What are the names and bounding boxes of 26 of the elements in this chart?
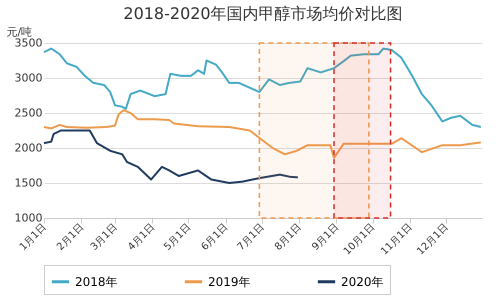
x-tick-label: 10月1日 [342,222,378,258]
x-tick-label: 6月1日 [200,222,230,253]
line-series [43,48,482,128]
x-tick-label: 12月1日 [415,222,451,258]
x-tick-label: 3月1日 [88,222,120,253]
x-tick-label: 7月1日 [236,222,267,253]
x-tick-label: 4月1日 [126,222,158,253]
y-tick-label: 3500 [14,36,42,50]
x-tick-label: 2月1日 [55,222,86,253]
y-tick-label: 3000 [14,72,42,84]
legend-label: 2018年 [75,274,118,289]
x-tick-label: 8月1日 [272,222,304,253]
legend-label: 2020年 [341,274,384,289]
x-tick-label: 1月1日 [18,222,49,253]
chart-title: 2018-2020年国内甲醇市场均价对比图 [123,4,403,23]
line-series [43,109,482,159]
y-tick-label: 1500 [14,176,42,190]
line-series [43,130,299,184]
y-tick-label: 2500 [14,106,42,120]
legend-label: 2019年 [208,274,251,289]
x-tick-label: 11月1日 [379,222,415,258]
x-tick-label: 9月1日 [310,222,342,253]
y-tick-label: 2000 [14,142,42,154]
y-tick-label: 1000 [14,212,42,224]
x-tick-label: 5月1日 [162,222,194,253]
y-axis-title: 元/吨 [6,26,32,38]
